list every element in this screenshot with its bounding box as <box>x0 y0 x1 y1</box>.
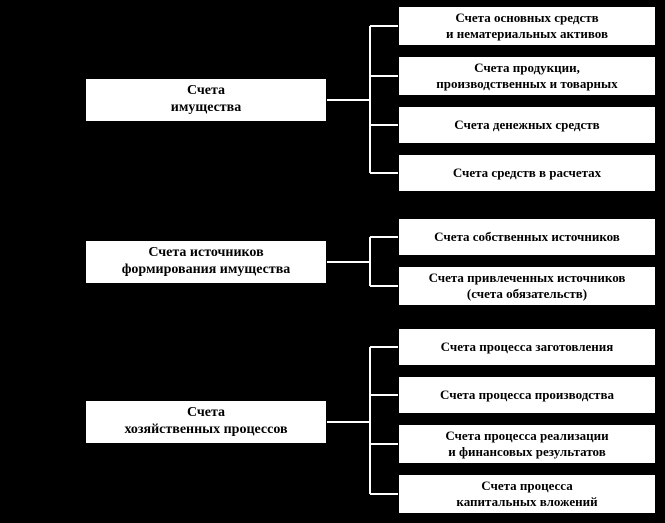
child-box-1-1-label: Счета привлеченных источников(счета обяз… <box>429 270 626 301</box>
child-box-2-3-label: Счета процессакапитальных вложений <box>456 478 597 509</box>
child-box-2-1-label: Счета процесса производства <box>440 387 614 403</box>
category-box-1-label: Счета источниковформирования имущества <box>122 245 291 279</box>
child-box-0-2-label: Счета денежных средств <box>454 117 599 133</box>
category-box-0-label: Счетаимущества <box>171 83 241 117</box>
child-box-1-0: Счета собственных источников <box>398 218 656 256</box>
category-box-2-label: Счетахозяйственных процессов <box>124 405 287 439</box>
child-box-2-3: Счета процессакапитальных вложений <box>398 474 656 514</box>
child-box-0-0-label: Счета основных средстви нематериальных а… <box>446 10 608 41</box>
child-box-0-0: Счета основных средстви нематериальных а… <box>398 6 656 46</box>
child-box-2-0: Счета процесса заготовления <box>398 328 656 366</box>
child-box-0-2: Счета денежных средств <box>398 106 656 144</box>
child-box-2-1: Счета процесса производства <box>398 376 656 414</box>
child-box-0-3: Счета средств в расчетах <box>398 154 656 192</box>
child-box-1-0-label: Счета собственных источников <box>434 229 620 245</box>
child-box-0-1: Счета продукции,производственных и товар… <box>398 56 656 96</box>
child-box-2-2: Счета процесса реализациии финансовых ре… <box>398 424 656 464</box>
category-box-2: Счетахозяйственных процессов <box>85 400 327 444</box>
child-box-1-1: Счета привлеченных источников(счета обяз… <box>398 266 656 306</box>
child-box-0-1-label: Счета продукции,производственных и товар… <box>436 60 617 91</box>
category-box-1: Счета источниковформирования имущества <box>85 240 327 284</box>
category-box-0: Счетаимущества <box>85 78 327 122</box>
child-box-2-0-label: Счета процесса заготовления <box>441 339 614 355</box>
child-box-2-2-label: Счета процесса реализациии финансовых ре… <box>445 428 608 459</box>
child-box-0-3-label: Счета средств в расчетах <box>453 165 601 181</box>
